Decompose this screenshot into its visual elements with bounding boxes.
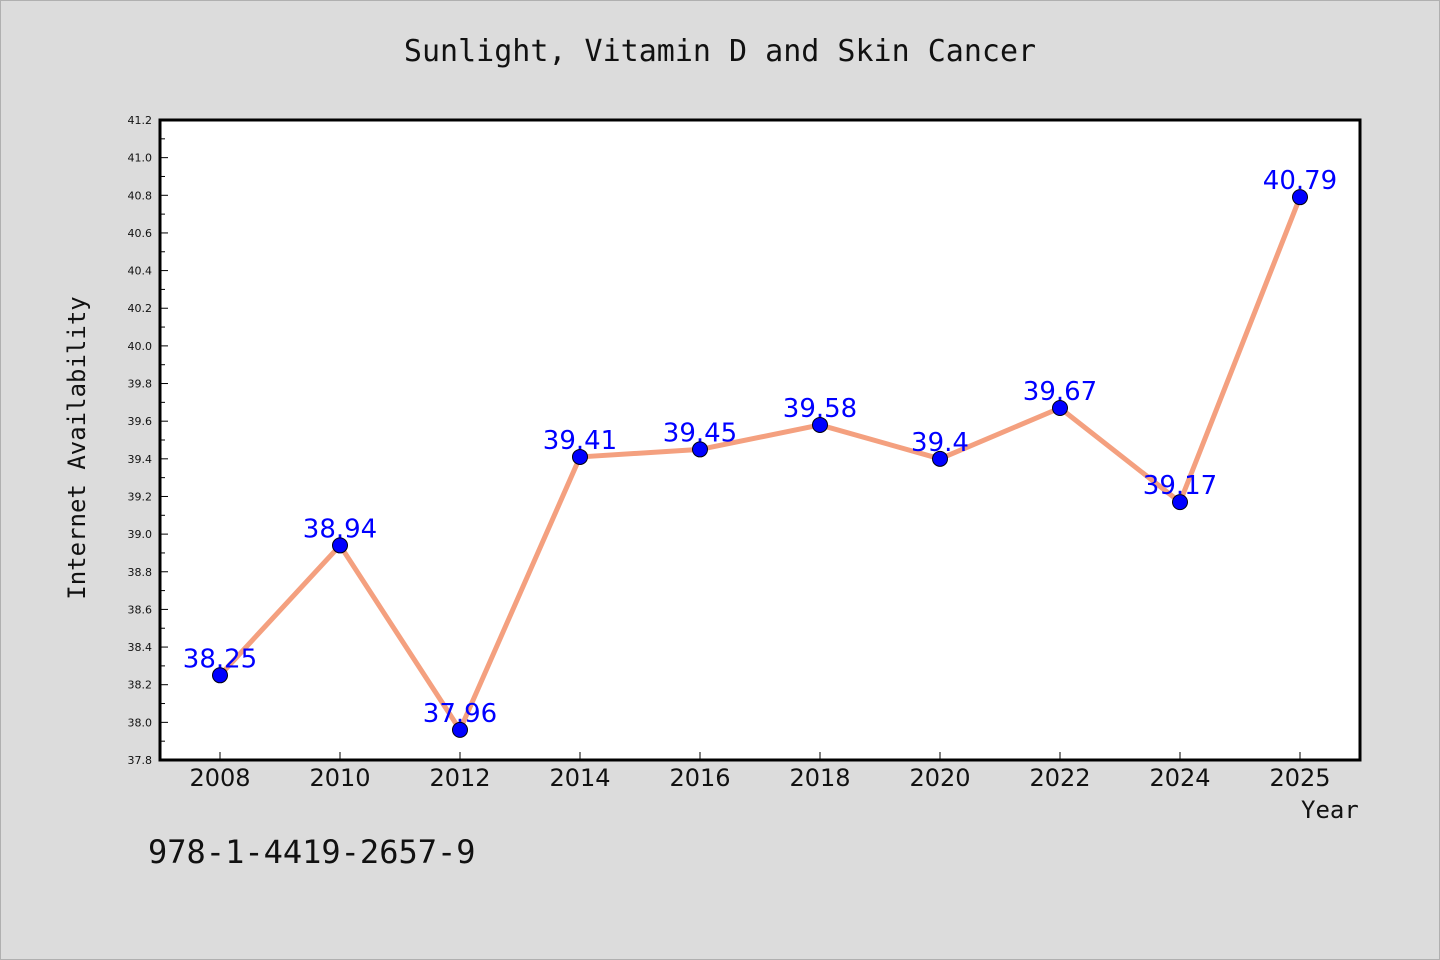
y-tick-label: 39.0	[128, 528, 153, 541]
y-tick-label: 39.8	[128, 378, 153, 391]
y-tick-label: 40.4	[128, 265, 153, 278]
y-tick-label: 38.6	[128, 603, 153, 616]
y-axis-label: Internet Availability	[63, 296, 91, 600]
data-label: 38.25	[183, 644, 257, 674]
data-label: 39.41	[543, 426, 617, 456]
x-tick-label: 2022	[1029, 764, 1090, 792]
y-tick-label: 40.8	[128, 189, 153, 202]
y-tick-label: 38.8	[128, 566, 153, 579]
x-tick-label: 2010	[309, 764, 370, 792]
data-point	[212, 667, 228, 684]
y-tick-label: 41.0	[128, 152, 153, 165]
y-tick-label: 38.2	[128, 679, 153, 692]
x-tick-label: 2016	[669, 764, 730, 792]
data-label: 37.96	[423, 699, 497, 729]
series-line	[218, 196, 1303, 733]
y-tick-label: 38.0	[128, 716, 153, 729]
data-point	[692, 441, 708, 458]
data-point	[1052, 400, 1068, 416]
y-tick-label: 39.4	[128, 453, 153, 466]
x-tick-label: 2018	[789, 764, 850, 792]
x-tick-label: 2014	[549, 764, 610, 792]
y-tick-label: 40.6	[128, 227, 153, 240]
data-point	[452, 721, 468, 738]
plot-border	[158, 118, 1362, 762]
chart-title: Sunlight, Vitamin D and Skin Cancer	[403, 34, 1037, 69]
data-label: 39.17	[1143, 471, 1217, 501]
y-tick-label: 40.0	[128, 340, 153, 353]
plot-area	[160, 120, 1360, 760]
data-point	[812, 416, 828, 433]
x-tick-label: 2025	[1269, 764, 1330, 792]
data-point	[932, 450, 948, 467]
y-tick-label: 39.6	[128, 415, 153, 428]
y-tick-label: 40.2	[128, 302, 153, 315]
x-tick-label: 2008	[189, 764, 250, 792]
x-tick-label: 2012	[429, 764, 490, 792]
isbn-annotation: 978-1-4419-2657-9	[148, 833, 476, 871]
y-tick-label: 39.2	[128, 490, 153, 503]
data-point	[1172, 494, 1188, 511]
data-point	[1292, 189, 1308, 206]
data-label: 40.79	[1263, 166, 1337, 196]
data-point	[332, 537, 348, 554]
data-point	[572, 448, 588, 465]
data-label: 39.4	[911, 428, 969, 458]
x-tick-label: 2024	[1149, 764, 1210, 792]
data-label: 39.45	[663, 418, 737, 448]
data-label: 38.94	[303, 514, 377, 544]
y-tick-label: 38.4	[128, 641, 153, 654]
data-label: 39.67	[1023, 377, 1097, 407]
y-tick-label: 37.8	[128, 754, 153, 767]
x-tick-label: 2020	[909, 764, 970, 792]
y-tick-label: 41.2	[128, 114, 153, 127]
x-axis-label: Year	[1301, 796, 1359, 824]
data-label: 39.58	[783, 394, 857, 424]
